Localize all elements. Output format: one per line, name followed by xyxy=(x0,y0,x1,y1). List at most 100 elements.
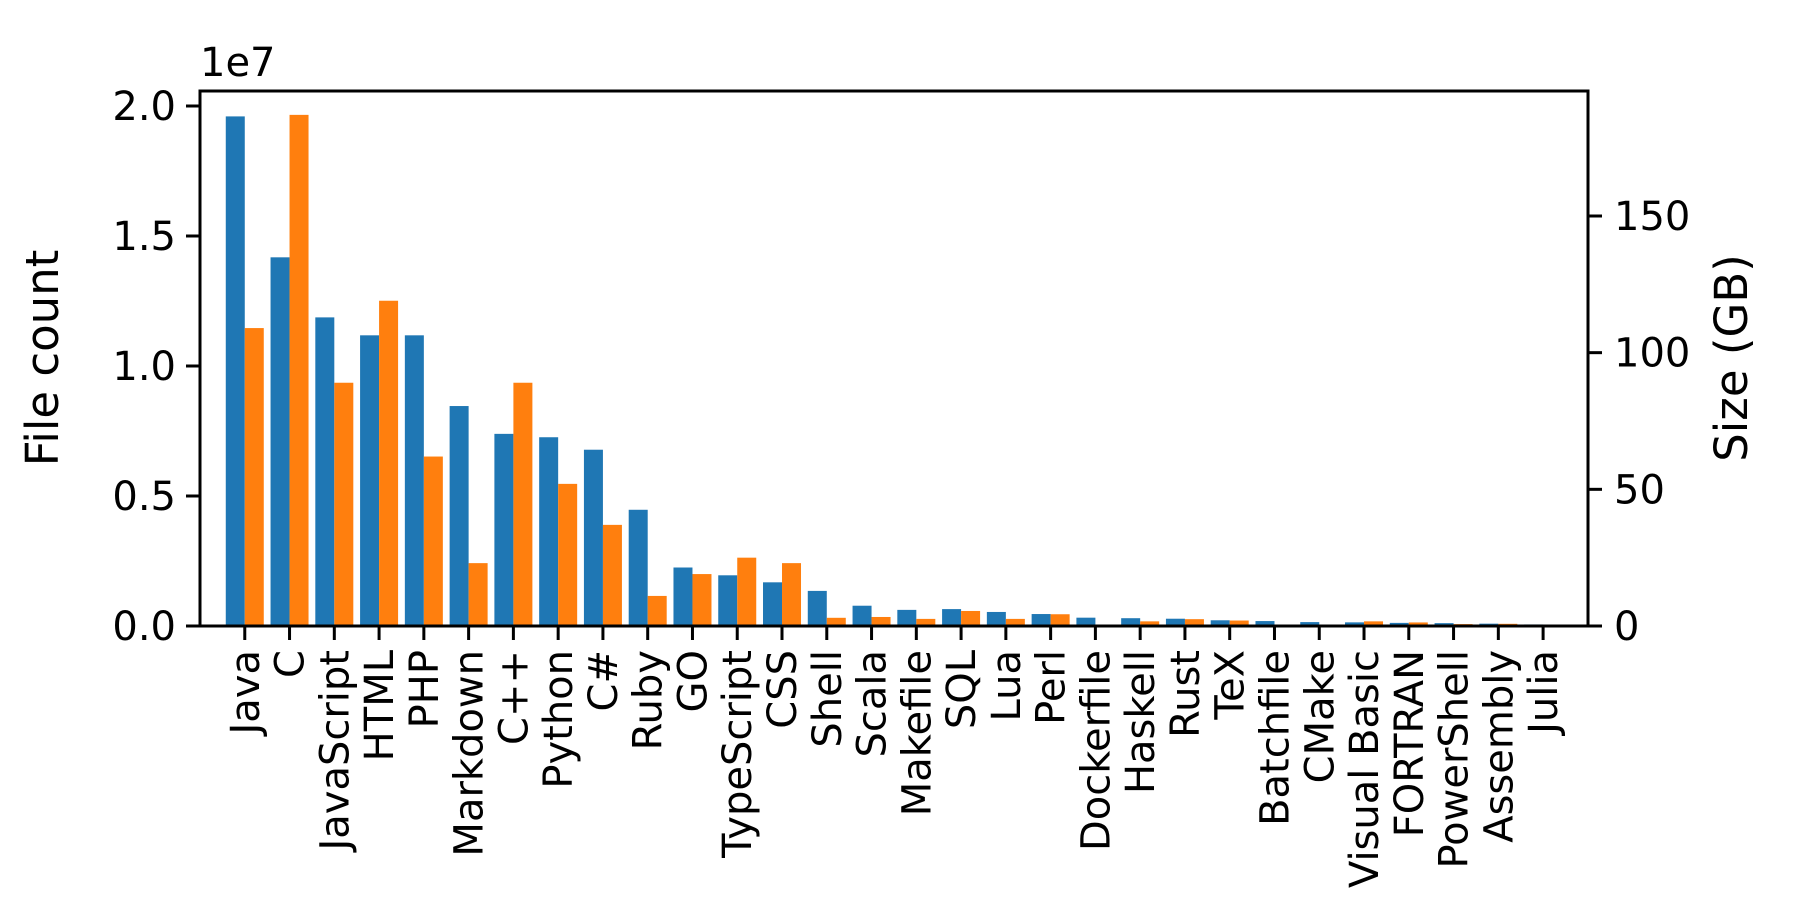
bar-file-count-c xyxy=(583,449,603,626)
xlabel-python: Python xyxy=(536,650,582,789)
bar-file-count-visual-basic xyxy=(1345,622,1365,626)
xlabel-julia: Julia xyxy=(1521,650,1567,737)
right-tick-label-50: 50 xyxy=(1614,467,1665,513)
bar-size-c xyxy=(289,114,309,627)
bar-file-count-scala xyxy=(852,605,872,626)
bar-size-c xyxy=(513,382,533,626)
bar-file-count-fortran xyxy=(1389,622,1409,626)
size-bars-group xyxy=(244,114,1563,627)
bar-size-css xyxy=(782,563,802,626)
bar-size-rust xyxy=(1184,619,1204,626)
bar-size-python xyxy=(558,483,578,626)
xlabel-php: PHP xyxy=(402,650,448,728)
bar-file-count-python xyxy=(539,437,559,626)
bar-file-count-java xyxy=(225,116,245,627)
left-tick-label-0.5: 0.5 xyxy=(112,474,176,520)
bar-file-count-shell xyxy=(807,590,827,626)
xlabel-batchfile: Batchfile xyxy=(1252,650,1298,826)
xlabel-c: C# xyxy=(581,650,627,711)
bar-size-haskell xyxy=(1140,621,1160,626)
bar-file-count-lua xyxy=(986,611,1006,626)
bar-file-count-ruby xyxy=(628,509,648,626)
bar-file-count-rust xyxy=(1165,618,1185,626)
bar-size-c xyxy=(602,524,622,626)
xlabel-html: HTML xyxy=(357,649,403,761)
xlabel-powershell: PowerShell xyxy=(1432,650,1478,869)
xlabel-rust: Rust xyxy=(1163,650,1209,738)
xlabel-c: C xyxy=(268,650,314,678)
bar-size-typescript xyxy=(737,557,757,626)
left-tick-label-0.0: 0.0 xyxy=(112,604,176,650)
xlabel-typescript: TypeScript xyxy=(715,650,761,859)
xlabel-c: C++ xyxy=(491,650,537,745)
xlabel-markdown: Markdown xyxy=(447,650,493,857)
bar-file-count-c xyxy=(494,433,514,626)
plot-border xyxy=(198,89,1590,628)
xlabel-haskell: Haskell xyxy=(1118,650,1164,794)
bar-file-count-cmake xyxy=(1300,622,1320,626)
bar-file-count-batchfile xyxy=(1255,621,1275,626)
bar-file-count-perl xyxy=(1031,614,1051,626)
bar-size-perl xyxy=(1050,614,1070,626)
bar-size-makefile xyxy=(916,618,936,626)
bar-file-count-typescript xyxy=(718,575,738,626)
xlabel-lua: Lua xyxy=(984,650,1030,721)
bar-size-scala xyxy=(871,616,891,626)
left-axis-offset-text: 1e7 xyxy=(200,40,276,86)
bar-size-markdown xyxy=(468,563,488,626)
bar-size-java xyxy=(244,328,264,626)
bar-file-count-php xyxy=(404,335,424,626)
bar-size-tex xyxy=(1229,620,1249,626)
bar-file-count-tex xyxy=(1210,620,1230,626)
bar-file-count-c xyxy=(270,257,290,626)
x-axis-ticks: JavaCJavaScriptHTMLPHPMarkdownC++PythonC… xyxy=(223,626,1567,888)
xlabel-makefile: Makefile xyxy=(894,650,940,816)
bar-file-count-haskell xyxy=(1121,618,1141,626)
bar-file-count-css xyxy=(763,582,783,626)
left-axis-ticks: 0.0 0.5 1.0 1.5 2.0 xyxy=(112,84,200,650)
bar-size-html xyxy=(379,300,399,626)
left-axis-title: File count xyxy=(16,250,69,467)
right-tick-label-0: 0 xyxy=(1614,604,1639,650)
xlabel-cmake: CMake xyxy=(1297,650,1343,783)
left-tick-label-1.5: 1.5 xyxy=(112,214,176,260)
bar-size-shell xyxy=(826,617,846,626)
xlabel-ruby: Ruby xyxy=(626,650,672,750)
xlabel-visual-basic: Visual Basic xyxy=(1342,650,1388,888)
bar-size-fortran xyxy=(1408,622,1428,626)
bar-file-count-javascript xyxy=(315,317,335,626)
bar-file-count-markdown xyxy=(449,406,469,626)
xlabel-assembly: Assembly xyxy=(1476,650,1522,843)
bar-size-visual-basic xyxy=(1364,621,1384,626)
right-axis-title: Size (GB) xyxy=(1705,254,1758,462)
right-tick-label-100: 100 xyxy=(1614,331,1690,377)
bar-size-ruby xyxy=(647,595,667,626)
bar-file-count-go xyxy=(673,567,693,626)
xlabel-perl: Perl xyxy=(1029,650,1075,725)
xlabel-sql: SQL xyxy=(939,649,985,729)
bar-file-count-html xyxy=(360,335,380,626)
bar-file-count-dockerfile xyxy=(1076,617,1096,626)
right-tick-label-150: 150 xyxy=(1614,194,1690,240)
xlabel-scala: Scala xyxy=(850,650,896,758)
file-count-bars-group xyxy=(225,116,1544,627)
xlabel-css: CSS xyxy=(760,650,806,729)
xlabel-go: GO xyxy=(670,650,716,712)
bar-file-count-makefile xyxy=(897,609,917,626)
xlabel-tex: TeX xyxy=(1208,650,1254,721)
bar-size-php xyxy=(423,456,443,626)
bar-size-sql xyxy=(961,610,981,626)
xlabel-javascript: JavaScript xyxy=(312,650,358,854)
bar-file-count-sql xyxy=(942,609,962,626)
xlabel-shell: Shell xyxy=(805,650,851,748)
bar-size-lua xyxy=(1005,618,1025,626)
xlabel-dockerfile: Dockerfile xyxy=(1073,650,1119,851)
xlabel-java: Java xyxy=(223,650,269,738)
left-tick-label-1.0: 1.0 xyxy=(112,344,176,390)
left-tick-label-2.0: 2.0 xyxy=(112,84,176,130)
right-axis-ticks: 0 50 100 150 xyxy=(1588,194,1690,650)
bar-size-go xyxy=(692,574,712,626)
xlabel-fortran: FORTRAN xyxy=(1387,650,1433,837)
